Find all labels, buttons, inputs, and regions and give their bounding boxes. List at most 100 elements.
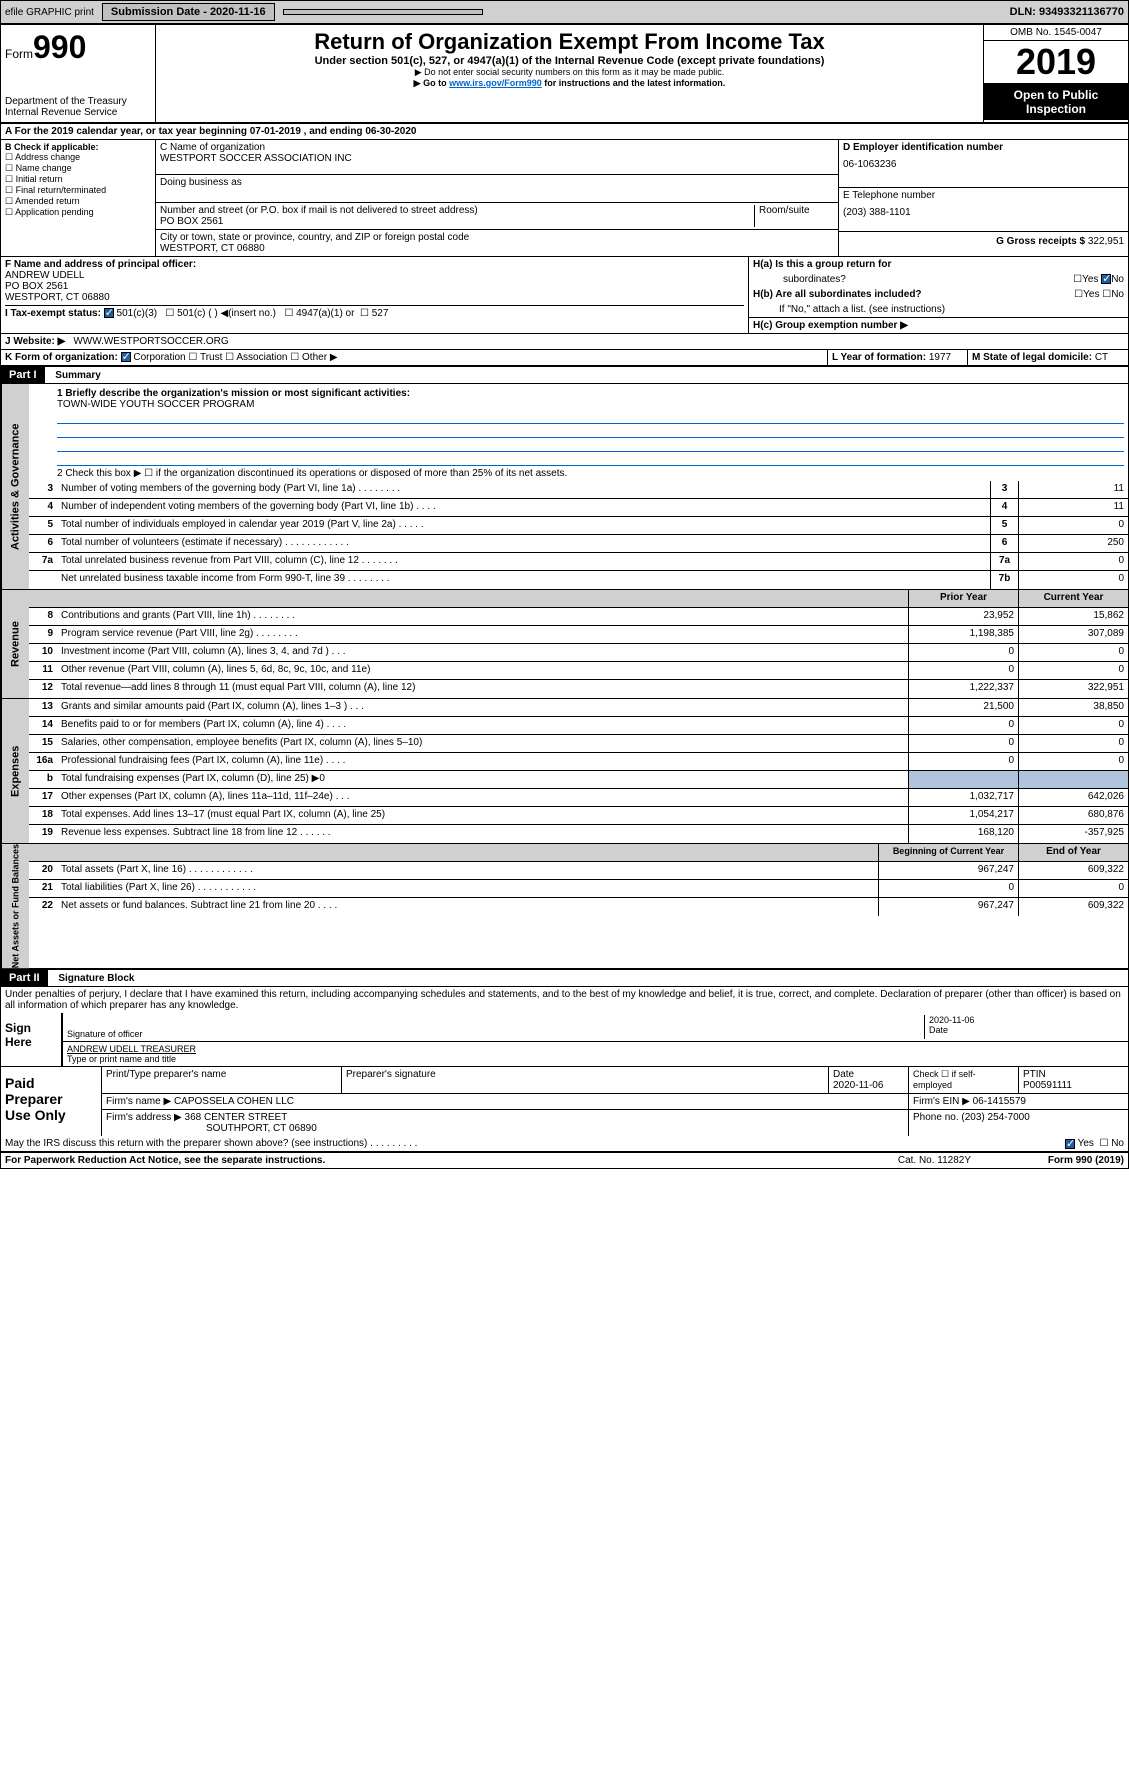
chk-amended[interactable]: ☐ Amended return [5,196,151,207]
paid-h2: Preparer's signature [341,1067,828,1093]
section-j: J Website: ▶ WWW.WESTPORTSOCCER.ORG [1,334,1128,350]
form-title: Return of Organization Exempt From Incom… [160,29,979,55]
gross-val: 322,951 [1088,236,1124,247]
city-label: City or town, state or province, country… [160,232,834,243]
line1-label: 1 Briefly describe the organization's mi… [57,388,1124,399]
chk-ha-no[interactable] [1101,274,1111,284]
section-klm: K Form of organization: Corporation ☐ Tr… [1,350,1128,366]
blank-button[interactable] [283,9,483,15]
open-1: Open to Public [988,88,1124,102]
open-2: Inspection [988,102,1124,116]
paid-1: Paid [5,1075,97,1091]
sec-m-label: M State of legal domicile: [972,352,1092,363]
expenses-section: Expenses 13Grants and similar amounts pa… [1,699,1128,844]
sig-name: ANDREW UDELL TREASURER [67,1044,196,1054]
org-name: WESTPORT SOCCER ASSOCIATION INC [160,153,834,164]
phone-val: (203) 388-1101 [843,207,1124,218]
dln-label: DLN: 93493321136770 [1010,6,1124,18]
part2-title: Signature Block [50,973,134,984]
sec-l-label: L Year of formation: [832,352,926,363]
irs-link[interactable]: www.irs.gov/Form990 [449,78,542,88]
form-header: Form990 Department of the Treasury Inter… [1,25,1128,124]
chk-address[interactable]: ☐ Address change [5,152,151,163]
sec-k-label: K Form of organization: [5,352,118,363]
vlabel-exp: Expenses [1,699,29,843]
room-label: Room/suite [754,205,834,227]
sec-j-label: J Website: ▶ [1,334,69,349]
vlabel-gov: Activities & Governance [1,384,29,589]
paid-block: Paid Preparer Use Only Print/Type prepar… [1,1066,1128,1136]
website-val: WWW.WESTPORTSOCCER.ORG [69,334,232,349]
chk-final[interactable]: ☐ Final return/terminated [5,185,151,196]
hdr-bcy: Beginning of Current Year [878,844,1018,861]
paid-2: Preparer [5,1091,97,1107]
sign-2: Here [5,1035,57,1049]
chk-501c3[interactable] [104,308,114,318]
part1-label: Part I [1,367,45,383]
form-num: 990 [33,29,86,65]
name-label: C Name of organization [160,142,834,153]
ein-val: 06-1063236 [843,159,1124,170]
chk-corp[interactable] [121,352,131,362]
city-val: WESTPORT, CT 06880 [160,243,834,254]
perjury-text: Under penalties of perjury, I declare th… [1,987,1128,1013]
sig-label: Signature of officer [67,1029,924,1039]
chk-pending[interactable]: ☐ Application pending [5,207,151,218]
governance-section: Activities & Governance 1 Briefly descri… [1,384,1128,590]
sec-i: I Tax-exempt status: 501(c)(3) ☐ 501(c) … [5,305,744,319]
sign-1: Sign [5,1021,57,1035]
part1-title: Summary [47,370,101,381]
omb-number: OMB No. 1545-0047 [984,25,1128,41]
form-word: Form [5,47,33,61]
addr-label: Number and street (or P.O. box if mail i… [160,205,754,216]
section-fhi: F Name and address of principal officer:… [1,257,1128,334]
section-b: B Check if applicable: ☐ Address change … [1,140,156,256]
discuss-row: May the IRS discuss this return with the… [1,1136,1128,1152]
goto-suffix: for instructions and the latest informat… [542,78,726,88]
subtitle-2: ▶ Do not enter social security numbers o… [160,67,979,78]
paid-h4: Check ☐ if self-employed [908,1067,1018,1093]
officer-name: ANDREW UDELL [5,270,744,281]
sec-i-label: I Tax-exempt status: [5,308,101,319]
h-c: H(c) Group exemption number ▶ [749,317,1128,333]
line2: 2 Check this box ▶ ☐ if the organization… [29,466,1128,481]
open-public: Open to Public Inspection [984,84,1128,120]
efile-label: efile GRAPHIC print [5,7,94,18]
hdr-cy: Current Year [1018,590,1128,607]
part2-header: Part II Signature Block [1,969,1128,987]
submission-date-button[interactable]: Submission Date - 2020-11-16 [102,3,275,21]
form-number: Form990 [5,29,151,66]
hdr-eoy: End of Year [1018,844,1128,861]
chk-initial[interactable]: ☐ Initial return [5,174,151,185]
discuss-q: May the IRS discuss this return with the… [5,1138,1065,1149]
sec-d-label: D Employer identification number [843,142,1124,153]
sign-block: Sign Here Signature of officer 2020-11-0… [1,1013,1128,1066]
sig-name-label: Type or print name and title [67,1054,196,1064]
form-ref: Form 990 (2019) [1048,1155,1124,1166]
chk-discuss-yes[interactable] [1065,1139,1075,1149]
part2-label: Part II [1,970,48,986]
sig-date-label: Date [929,1025,1124,1035]
dept-label: Department of the Treasury [5,96,151,107]
h-a: H(a) Is this a group return for [749,257,1128,272]
domicile: CT [1095,352,1108,363]
pra-notice: For Paperwork Reduction Act Notice, see … [5,1155,898,1166]
goto-prefix: ▶ Go to [414,78,449,88]
chk-name[interactable]: ☐ Name change [5,163,151,174]
paid-h1: Print/Type preparer's name [101,1067,341,1093]
vlabel-rev: Revenue [1,590,29,698]
sig-date: 2020-11-06 [929,1015,1124,1025]
hdr-py: Prior Year [908,590,1018,607]
sec-e-label: E Telephone number [843,190,1124,201]
top-bar: efile GRAPHIC print Submission Date - 20… [1,1,1128,25]
officer-city: WESTPORT, CT 06880 [5,292,744,303]
period-row: A For the 2019 calendar year, or tax yea… [1,124,1128,140]
addr-val: PO BOX 2561 [160,216,754,227]
revenue-section: Revenue Prior Year Current Year 8Contrib… [1,590,1128,699]
sec-g-label: G Gross receipts $ [996,236,1085,247]
section-c: C Name of organization WESTPORT SOCCER A… [156,140,838,256]
vlabel-net: Net Assets or Fund Balances [1,844,29,968]
subtitle-3: ▶ Go to www.irs.gov/Form990 for instruct… [160,78,979,89]
cat-no: Cat. No. 11282Y [898,1155,1048,1166]
officer-addr: PO BOX 2561 [5,281,744,292]
